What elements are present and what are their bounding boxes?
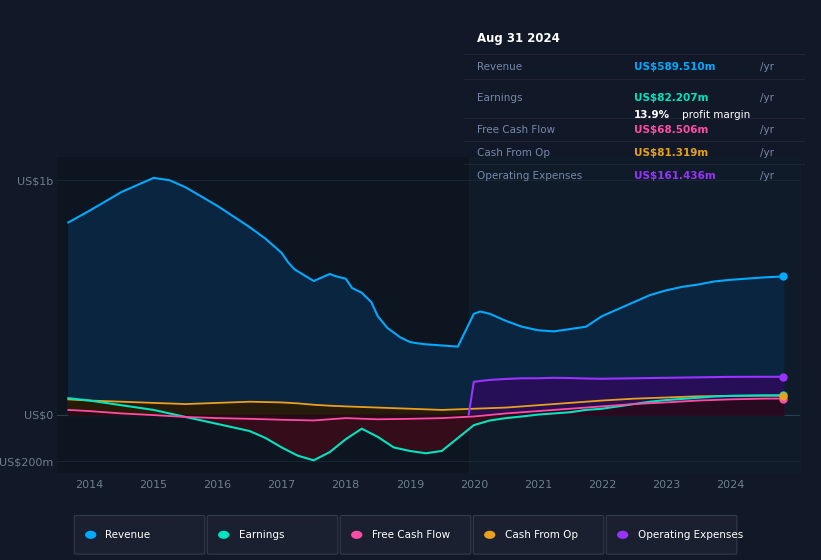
Text: US$589.510m: US$589.510m <box>635 62 716 72</box>
Text: US$81.319m: US$81.319m <box>635 148 709 158</box>
Text: Revenue: Revenue <box>105 530 150 540</box>
Text: /yr: /yr <box>760 125 774 135</box>
Text: Earnings: Earnings <box>239 530 284 540</box>
Text: Free Cash Flow: Free Cash Flow <box>478 125 556 135</box>
Text: Cash From Op: Cash From Op <box>505 530 577 540</box>
Text: US$161.436m: US$161.436m <box>635 171 716 181</box>
Text: /yr: /yr <box>760 62 774 72</box>
Text: Free Cash Flow: Free Cash Flow <box>372 530 450 540</box>
Text: /yr: /yr <box>760 94 774 104</box>
Text: /yr: /yr <box>760 148 774 158</box>
Text: Operating Expenses: Operating Expenses <box>478 171 583 181</box>
Text: /yr: /yr <box>760 171 774 181</box>
Text: US$68.506m: US$68.506m <box>635 125 709 135</box>
Text: Operating Expenses: Operating Expenses <box>638 530 743 540</box>
Text: Cash From Op: Cash From Op <box>478 148 551 158</box>
Text: Aug 31 2024: Aug 31 2024 <box>478 32 561 45</box>
Text: Earnings: Earnings <box>478 94 523 104</box>
Text: Revenue: Revenue <box>478 62 523 72</box>
Text: 13.9%: 13.9% <box>635 110 671 120</box>
Text: US$82.207m: US$82.207m <box>635 94 709 104</box>
Text: profit margin: profit margin <box>682 110 750 120</box>
